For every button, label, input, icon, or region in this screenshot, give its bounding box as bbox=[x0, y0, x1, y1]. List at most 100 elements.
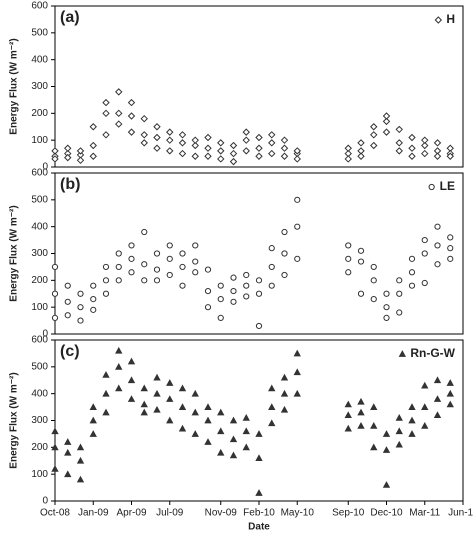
point bbox=[191, 389, 199, 397]
point bbox=[370, 277, 377, 284]
point bbox=[204, 266, 212, 273]
point bbox=[77, 290, 84, 297]
y-tick-label: 500 bbox=[31, 361, 48, 372]
point bbox=[166, 416, 174, 424]
point bbox=[408, 416, 416, 424]
point bbox=[166, 255, 173, 262]
point bbox=[242, 136, 250, 144]
point bbox=[90, 296, 97, 303]
point bbox=[179, 263, 186, 271]
point bbox=[115, 120, 123, 128]
point bbox=[421, 236, 428, 244]
point bbox=[395, 413, 403, 421]
point bbox=[255, 430, 263, 437]
point bbox=[421, 381, 429, 389]
x-tick-label: May-10 bbox=[281, 508, 315, 519]
legend-marker bbox=[428, 183, 435, 191]
point bbox=[166, 242, 173, 249]
y-tick-label: 600 bbox=[31, 335, 48, 346]
point bbox=[128, 242, 135, 249]
point bbox=[192, 242, 199, 249]
point bbox=[344, 400, 352, 408]
point bbox=[382, 128, 391, 136]
point bbox=[293, 155, 301, 163]
point bbox=[179, 282, 186, 289]
point bbox=[153, 405, 161, 413]
point bbox=[76, 475, 85, 483]
y-tick-label: 100 bbox=[31, 469, 48, 480]
point bbox=[140, 139, 148, 147]
point bbox=[255, 489, 263, 496]
point bbox=[229, 451, 238, 459]
point bbox=[153, 373, 161, 381]
point bbox=[217, 282, 224, 289]
point bbox=[191, 152, 199, 160]
point bbox=[51, 155, 59, 163]
point bbox=[140, 408, 148, 416]
point bbox=[395, 440, 403, 448]
point bbox=[281, 228, 288, 236]
y-tick-label: 600 bbox=[31, 1, 48, 12]
point bbox=[396, 277, 403, 284]
point bbox=[255, 290, 263, 297]
point bbox=[255, 277, 263, 284]
point bbox=[166, 128, 174, 136]
point bbox=[102, 109, 110, 118]
point bbox=[229, 157, 238, 166]
point bbox=[357, 152, 365, 160]
point bbox=[204, 304, 212, 311]
point bbox=[191, 136, 199, 144]
point bbox=[382, 117, 391, 126]
point bbox=[102, 290, 110, 297]
point bbox=[268, 384, 276, 392]
point bbox=[77, 317, 84, 324]
point bbox=[357, 247, 365, 254]
point bbox=[64, 312, 71, 319]
point bbox=[115, 362, 123, 370]
point bbox=[395, 125, 403, 134]
point bbox=[408, 282, 416, 289]
y-axis-label: Energy Flux (W m⁻²) bbox=[9, 372, 20, 468]
y-tick-label: 300 bbox=[31, 81, 48, 92]
point bbox=[204, 403, 212, 410]
point bbox=[268, 131, 276, 139]
point bbox=[370, 141, 378, 150]
point bbox=[370, 131, 378, 139]
point bbox=[153, 144, 161, 152]
point bbox=[293, 147, 301, 155]
point bbox=[64, 282, 71, 289]
x-tick-label: Oct-08 bbox=[40, 508, 70, 519]
point bbox=[128, 269, 135, 276]
point bbox=[383, 304, 390, 311]
point bbox=[230, 298, 237, 305]
y-tick-label: 400 bbox=[31, 221, 48, 232]
point bbox=[280, 405, 289, 413]
point bbox=[370, 123, 378, 131]
point bbox=[204, 287, 212, 295]
point bbox=[76, 156, 85, 164]
point bbox=[433, 395, 442, 402]
point bbox=[51, 427, 59, 435]
y-axis-label: Energy Flux (W m⁻²) bbox=[9, 205, 20, 301]
point bbox=[421, 250, 428, 257]
x-tick-label: Dec-10 bbox=[370, 508, 403, 519]
point bbox=[268, 139, 276, 147]
point bbox=[217, 296, 224, 303]
point bbox=[268, 245, 275, 252]
point bbox=[421, 149, 429, 158]
point bbox=[396, 309, 403, 316]
point bbox=[446, 379, 454, 386]
point bbox=[77, 304, 84, 311]
point bbox=[280, 136, 289, 144]
x-tick-label: Jul-09 bbox=[156, 508, 184, 519]
point bbox=[382, 430, 391, 437]
point bbox=[433, 411, 442, 419]
point bbox=[294, 223, 301, 230]
y-tick-label: 100 bbox=[31, 302, 48, 313]
point bbox=[166, 271, 173, 279]
point bbox=[166, 147, 174, 155]
point bbox=[382, 481, 391, 488]
point bbox=[281, 271, 288, 279]
point bbox=[357, 397, 365, 405]
point bbox=[447, 234, 454, 241]
